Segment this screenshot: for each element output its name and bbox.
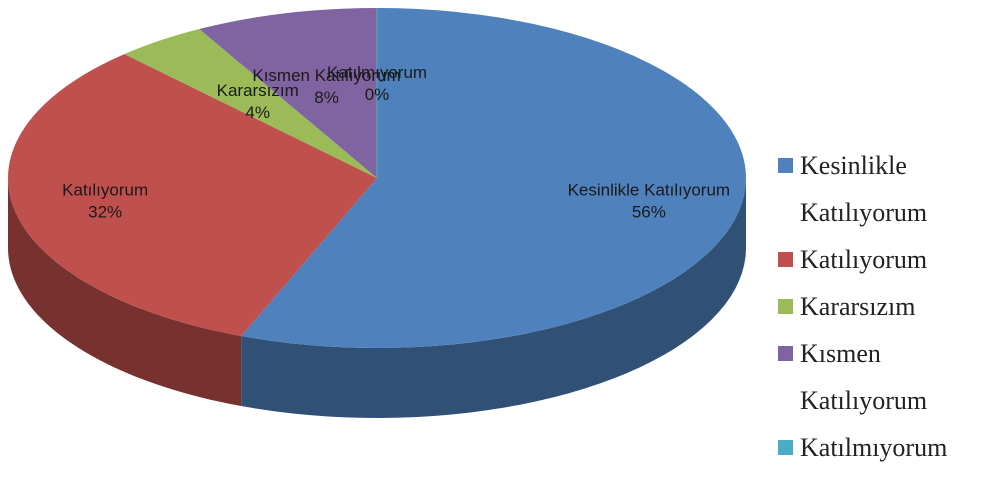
legend-label: Kararsızım [800, 292, 916, 321]
legend-entry: Katılıyorum [778, 236, 978, 283]
pie-side [8, 178, 242, 407]
legend-swatch [778, 440, 793, 455]
legend-entry: Kısmen Katılıyorum [778, 330, 978, 424]
pie-side [241, 178, 746, 418]
slice-category-label: Kısmen Katılıyorum [252, 66, 400, 85]
legend-entry: Kesinlikle Katılıyorum [778, 142, 978, 236]
legend-label: Kesinlikle Katılıyorum [800, 151, 928, 227]
slice-category-label: Kesinlikle Katılıyorum [568, 180, 731, 199]
pie-slice [241, 8, 746, 348]
slice-value-label: 32% [88, 202, 122, 221]
legend-swatch [778, 158, 793, 173]
pie-slice [7, 54, 377, 337]
legend-swatch [778, 252, 793, 267]
legend-swatch [778, 346, 793, 361]
legend-label: Katılıyorum [800, 245, 928, 274]
legend-entry: Katılmıyorum [778, 424, 978, 471]
slice-value-label: 56% [632, 202, 666, 221]
legend-label: Katılmıyorum [800, 433, 948, 462]
legend-label: Kısmen Katılıyorum [800, 339, 928, 415]
pie-slice [199, 8, 377, 178]
legend: Kesinlikle Katılıyorum Katılıyorum Kararsı… [778, 142, 978, 471]
slice-value-label: 8% [314, 88, 339, 107]
pie-slice [124, 29, 377, 179]
legend-entry: Kararsızım [778, 283, 978, 330]
legend-swatch [778, 299, 793, 314]
slice-category-label: Katılmıyorum [327, 63, 427, 82]
slice-value-label: 4% [245, 103, 270, 122]
slice-category-label: Kararsızım [217, 81, 299, 100]
slice-category-label: Katılıyorum [62, 180, 148, 199]
slice-value-label: 0% [365, 85, 390, 104]
